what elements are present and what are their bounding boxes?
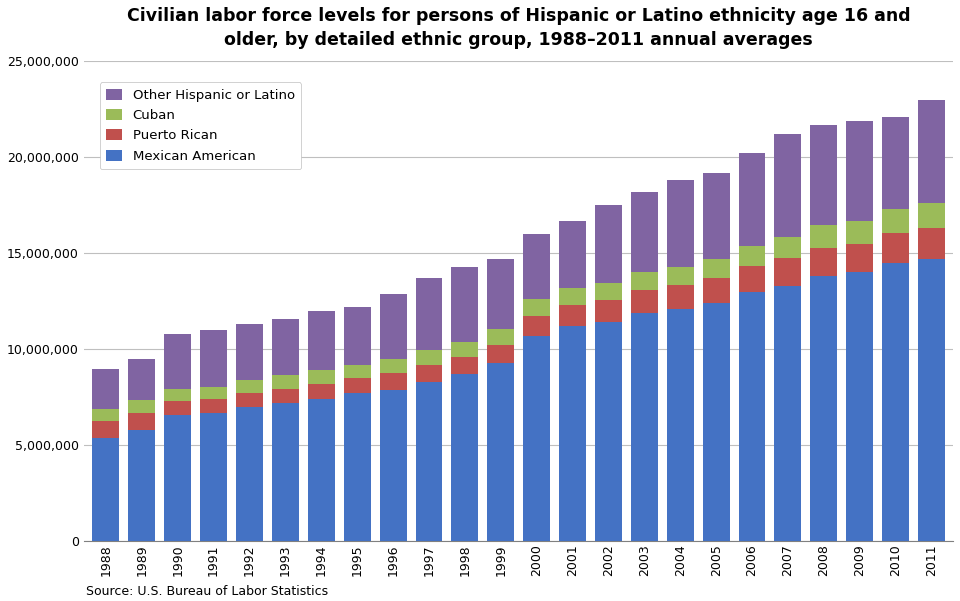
Bar — [200, 330, 228, 387]
Bar — [308, 370, 335, 384]
Bar — [595, 300, 622, 322]
Bar — [847, 272, 874, 542]
Bar — [451, 341, 478, 357]
Bar — [775, 286, 802, 542]
Bar — [451, 374, 478, 542]
Bar — [595, 283, 622, 300]
Bar — [92, 368, 119, 409]
Bar — [847, 121, 874, 221]
Bar — [559, 326, 586, 542]
Bar — [559, 221, 586, 288]
Bar — [918, 259, 945, 542]
Bar — [164, 389, 191, 401]
Bar — [667, 309, 694, 542]
Bar — [379, 373, 406, 389]
Bar — [164, 401, 191, 415]
Bar — [200, 413, 228, 542]
Bar — [918, 203, 945, 228]
Bar — [810, 124, 837, 225]
Bar — [523, 234, 550, 299]
Bar — [164, 415, 191, 542]
Bar — [847, 221, 874, 243]
Bar — [451, 357, 478, 374]
Bar — [92, 421, 119, 438]
Bar — [344, 378, 371, 394]
Bar — [92, 438, 119, 542]
Bar — [379, 294, 406, 359]
Bar — [775, 134, 802, 237]
Bar — [129, 359, 156, 400]
Bar — [200, 387, 228, 399]
Bar — [738, 291, 765, 542]
Bar — [272, 375, 299, 389]
Bar — [272, 319, 299, 375]
Bar — [129, 413, 156, 430]
Bar — [738, 266, 765, 291]
Bar — [344, 365, 371, 378]
Bar — [416, 350, 443, 365]
Bar — [451, 267, 478, 341]
Bar — [667, 285, 694, 309]
Bar — [882, 233, 909, 263]
Bar — [631, 272, 658, 290]
Bar — [882, 209, 909, 233]
Bar — [236, 392, 263, 407]
Bar — [595, 322, 622, 542]
Bar — [272, 389, 299, 403]
Bar — [523, 336, 550, 542]
Bar — [129, 400, 156, 413]
Bar — [523, 316, 550, 336]
Bar — [810, 248, 837, 276]
Bar — [92, 409, 119, 421]
Bar — [738, 153, 765, 246]
Bar — [236, 380, 263, 392]
Bar — [667, 267, 694, 285]
Bar — [810, 276, 837, 542]
Bar — [882, 117, 909, 209]
Bar — [416, 278, 443, 350]
Bar — [882, 263, 909, 542]
Bar — [703, 278, 730, 304]
Bar — [703, 304, 730, 542]
Bar — [344, 394, 371, 542]
Bar — [738, 246, 765, 266]
Bar — [416, 382, 443, 542]
Bar — [308, 384, 335, 399]
Bar — [379, 359, 406, 373]
Bar — [918, 228, 945, 259]
Bar — [379, 389, 406, 542]
Text: Source: U.S. Bureau of Labor Statistics: Source: U.S. Bureau of Labor Statistics — [86, 585, 328, 598]
Bar — [595, 206, 622, 283]
Bar — [488, 329, 515, 344]
Bar — [847, 243, 874, 272]
Bar — [775, 258, 802, 286]
Bar — [631, 290, 658, 313]
Bar — [272, 403, 299, 542]
Bar — [631, 192, 658, 272]
Bar — [200, 399, 228, 413]
Bar — [488, 363, 515, 542]
Bar — [129, 430, 156, 542]
Bar — [344, 307, 371, 365]
Bar — [488, 344, 515, 363]
Bar — [775, 237, 802, 258]
Bar — [416, 365, 443, 382]
Bar — [308, 311, 335, 370]
Bar — [667, 180, 694, 267]
Bar — [703, 259, 730, 278]
Bar — [631, 313, 658, 542]
Bar — [308, 399, 335, 542]
Bar — [559, 288, 586, 305]
Bar — [236, 325, 263, 380]
Bar — [918, 100, 945, 203]
Legend: Other Hispanic or Latino, Cuban, Puerto Rican, Mexican American: Other Hispanic or Latino, Cuban, Puerto … — [100, 82, 301, 169]
Bar — [236, 407, 263, 542]
Bar — [559, 305, 586, 326]
Bar — [523, 299, 550, 316]
Bar — [488, 259, 515, 329]
Bar — [703, 172, 730, 259]
Title: Civilian labor force levels for persons of Hispanic or Latino ethnicity age 16 a: Civilian labor force levels for persons … — [127, 7, 910, 49]
Bar — [810, 225, 837, 248]
Bar — [164, 334, 191, 389]
